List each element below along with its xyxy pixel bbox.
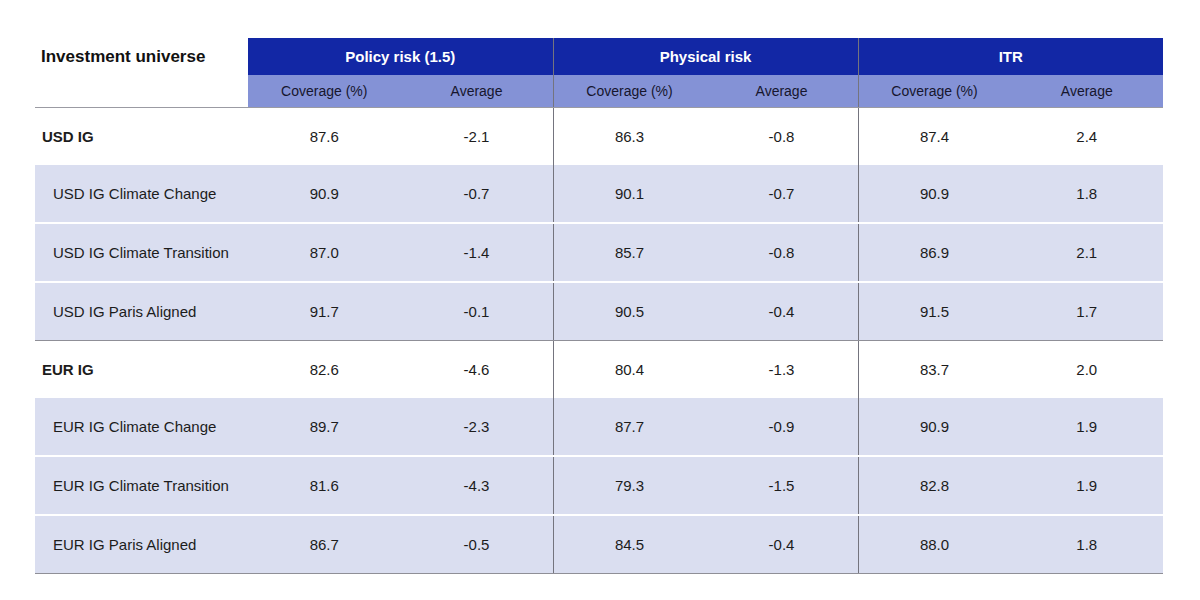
cell-physical-coverage: 80.4 [553, 341, 706, 399]
cell-physical-coverage: 85.7 [553, 223, 706, 282]
cell-itr-coverage: 86.9 [858, 223, 1011, 282]
row-label: USD IG [35, 108, 248, 166]
cell-policy-coverage: 82.6 [248, 341, 401, 399]
table-row-eur-ig-climate-change: EUR IG Climate Change 89.7 -2.3 87.7 -0.… [35, 398, 1163, 456]
cell-itr-average: 1.8 [1011, 165, 1164, 223]
group-header-physical-risk: Physical risk [553, 38, 858, 75]
subheader-itr-average: Average [1011, 75, 1164, 108]
row-label: USD IG Climate Transition [35, 223, 248, 282]
cell-itr-coverage: 88.0 [858, 515, 1011, 574]
cell-itr-coverage: 91.5 [858, 282, 1011, 341]
cell-policy-coverage: 81.6 [248, 456, 401, 515]
subheader-policy-average: Average [401, 75, 554, 108]
cell-itr-average: 2.4 [1011, 108, 1164, 166]
cell-physical-average: -0.8 [706, 223, 859, 282]
group-header-row: Investment universe Policy risk (1.5) Ph… [35, 38, 1163, 75]
table-row-eur-ig-climate-transition: EUR IG Climate Transition 81.6 -4.3 79.3… [35, 456, 1163, 515]
row-label: EUR IG Paris Aligned [35, 515, 248, 574]
subheader-itr-coverage: Coverage (%) [858, 75, 1011, 108]
table-row-usd-ig: USD IG 87.6 -2.1 86.3 -0.8 87.4 2.4 [35, 108, 1163, 166]
row-label: EUR IG Climate Transition [35, 456, 248, 515]
cell-physical-coverage: 90.5 [553, 282, 706, 341]
cell-itr-coverage: 83.7 [858, 341, 1011, 399]
cell-policy-coverage: 86.7 [248, 515, 401, 574]
row-label: USD IG Climate Change [35, 165, 248, 223]
subheader-blank-cell [35, 75, 248, 108]
cell-policy-average: -2.3 [401, 398, 554, 456]
cell-itr-coverage: 90.9 [858, 165, 1011, 223]
cell-physical-average: -1.3 [706, 341, 859, 399]
cell-policy-average: -0.7 [401, 165, 554, 223]
cell-itr-coverage: 87.4 [858, 108, 1011, 166]
cell-physical-coverage: 90.1 [553, 165, 706, 223]
cell-physical-average: -0.8 [706, 108, 859, 166]
cell-policy-average: -4.3 [401, 456, 554, 515]
cell-physical-coverage: 79.3 [553, 456, 706, 515]
cell-physical-average: -0.4 [706, 515, 859, 574]
group-header-policy-risk: Policy risk (1.5) [248, 38, 553, 75]
cell-policy-average: -2.1 [401, 108, 554, 166]
subheader-physical-coverage: Coverage (%) [553, 75, 706, 108]
row-header-title: Investment universe [35, 38, 248, 75]
table-row-usd-ig-climate-transition: USD IG Climate Transition 87.0 -1.4 85.7… [35, 223, 1163, 282]
cell-itr-coverage: 90.9 [858, 398, 1011, 456]
cell-itr-average: 2.0 [1011, 341, 1164, 399]
cell-policy-coverage: 89.7 [248, 398, 401, 456]
table-row-eur-ig-paris-aligned: EUR IG Paris Aligned 86.7 -0.5 84.5 -0.4… [35, 515, 1163, 574]
group-header-itr: ITR [858, 38, 1163, 75]
cell-policy-coverage: 90.9 [248, 165, 401, 223]
cell-policy-coverage: 87.6 [248, 108, 401, 166]
cell-itr-average: 1.7 [1011, 282, 1164, 341]
cell-policy-average: -4.6 [401, 341, 554, 399]
cell-physical-average: -0.9 [706, 398, 859, 456]
cell-policy-average: -0.5 [401, 515, 554, 574]
subheader-policy-coverage: Coverage (%) [248, 75, 401, 108]
cell-policy-coverage: 91.7 [248, 282, 401, 341]
cell-physical-coverage: 86.3 [553, 108, 706, 166]
cell-itr-average: 1.8 [1011, 515, 1164, 574]
cell-policy-average: -0.1 [401, 282, 554, 341]
subheader-row: Coverage (%) Average Coverage (%) Averag… [35, 75, 1163, 108]
cell-itr-average: 1.9 [1011, 456, 1164, 515]
cell-physical-average: -0.7 [706, 165, 859, 223]
subheader-physical-average: Average [706, 75, 859, 108]
cell-itr-coverage: 82.8 [858, 456, 1011, 515]
row-label: USD IG Paris Aligned [35, 282, 248, 341]
row-label: EUR IG [35, 341, 248, 399]
cell-physical-coverage: 87.7 [553, 398, 706, 456]
cell-policy-average: -1.4 [401, 223, 554, 282]
cell-policy-coverage: 87.0 [248, 223, 401, 282]
table-row-usd-ig-climate-change: USD IG Climate Change 90.9 -0.7 90.1 -0.… [35, 165, 1163, 223]
cell-physical-coverage: 84.5 [553, 515, 706, 574]
table-row-usd-ig-paris-aligned: USD IG Paris Aligned 91.7 -0.1 90.5 -0.4… [35, 282, 1163, 341]
cell-itr-average: 1.9 [1011, 398, 1164, 456]
cell-itr-average: 2.1 [1011, 223, 1164, 282]
cell-physical-average: -1.5 [706, 456, 859, 515]
row-label: EUR IG Climate Change [35, 398, 248, 456]
risk-metrics-table-container: Investment universe Policy risk (1.5) Ph… [35, 38, 1163, 574]
cell-physical-average: -0.4 [706, 282, 859, 341]
risk-metrics-table: Investment universe Policy risk (1.5) Ph… [35, 38, 1163, 574]
table-row-eur-ig: EUR IG 82.6 -4.6 80.4 -1.3 83.7 2.0 [35, 341, 1163, 399]
